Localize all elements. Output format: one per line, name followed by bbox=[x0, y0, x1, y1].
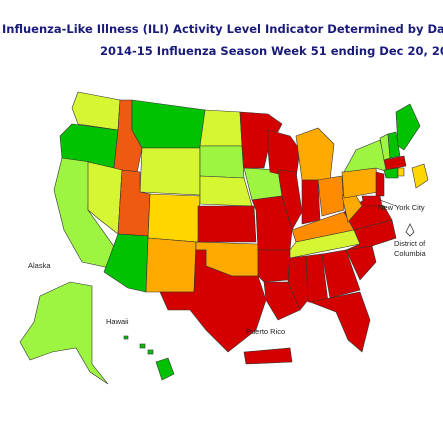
state-rhode-island bbox=[397, 167, 405, 177]
state-illinois bbox=[277, 169, 303, 231]
state-michigan bbox=[295, 127, 335, 181]
label-puerto-rico: Puerto Rico bbox=[246, 327, 285, 336]
state-nebraska bbox=[199, 175, 253, 207]
state-louisiana bbox=[263, 281, 301, 321]
label-hawaii: Hawaii bbox=[106, 317, 129, 326]
state-ohio bbox=[317, 175, 345, 217]
state-north-dakota bbox=[199, 109, 243, 147]
inset-district-of-columbia bbox=[405, 223, 415, 237]
state-massachusetts bbox=[383, 155, 407, 171]
state-arkansas bbox=[257, 249, 291, 283]
state-hawaii-island bbox=[139, 343, 146, 349]
state-hawaii-island bbox=[147, 349, 154, 355]
label-dc-line1: District of bbox=[394, 239, 426, 248]
state-indiana bbox=[301, 179, 321, 225]
state-wyoming bbox=[139, 147, 201, 196]
state-texas bbox=[159, 249, 267, 353]
state-colorado bbox=[147, 193, 201, 243]
state-connecticut bbox=[383, 167, 399, 179]
label-dc-line2: Columbia bbox=[394, 249, 427, 258]
state-alaska bbox=[19, 281, 109, 385]
state-south-dakota bbox=[199, 145, 245, 179]
state-georgia bbox=[321, 249, 361, 299]
state-hawaii-island bbox=[123, 335, 129, 340]
map-title-line1: Influenza-Like Illness (ILI) Activity Le… bbox=[2, 22, 443, 36]
state-new-jersey bbox=[375, 171, 385, 197]
label-new-york-city: New York City bbox=[378, 203, 425, 212]
state-hawaii bbox=[155, 357, 175, 381]
state-new-mexico bbox=[145, 237, 197, 293]
label-alaska: Alaska bbox=[28, 261, 51, 270]
state-mississippi bbox=[287, 255, 309, 311]
state-minnesota bbox=[239, 111, 283, 169]
state-maryland-delaware bbox=[361, 195, 383, 207]
state-pennsylvania bbox=[341, 167, 379, 199]
state-maine bbox=[395, 103, 421, 151]
state-florida bbox=[308, 291, 371, 353]
state-washington bbox=[71, 91, 121, 131]
inset-new-york-city bbox=[411, 163, 429, 189]
map-title-line2: 2014-15 Influenza Season Week 51 ending … bbox=[100, 44, 443, 58]
state-kansas bbox=[197, 205, 257, 243]
state-montana bbox=[131, 99, 206, 149]
territory-puerto-rico bbox=[243, 347, 293, 365]
state-new-hampshire bbox=[387, 131, 401, 159]
